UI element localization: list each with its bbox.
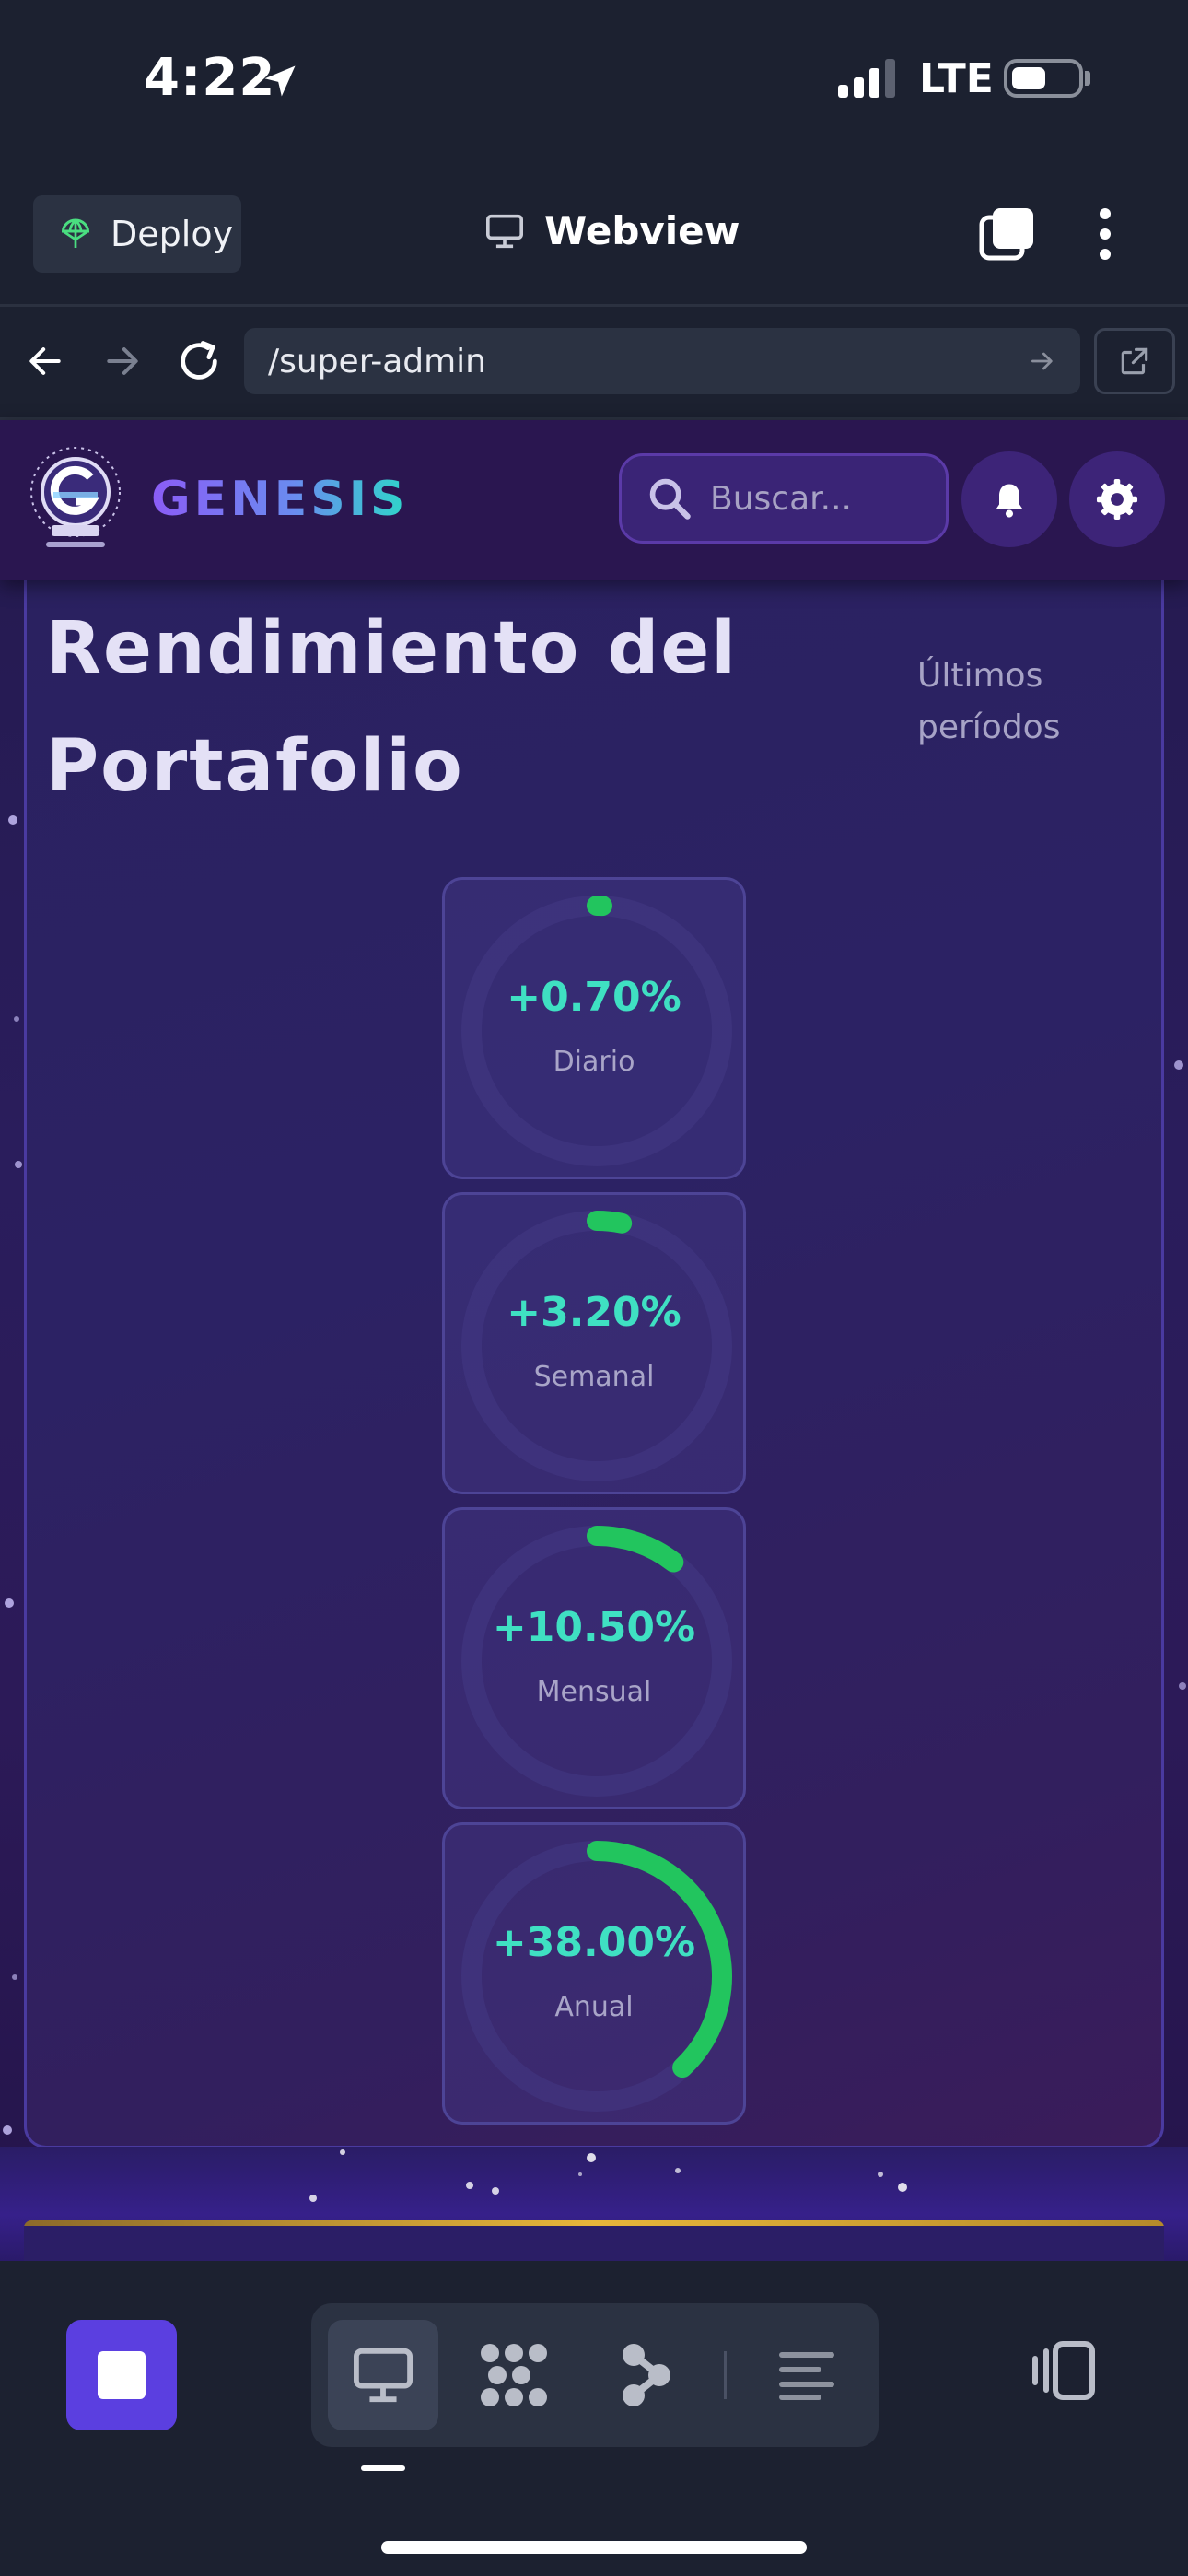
metric-value: +10.50% [492,1604,696,1651]
metric-label: Mensual [536,1676,652,1708]
metric-label: Diario [553,1046,635,1078]
tool-group [311,2303,879,2447]
metric-monthly: +10.50% Mensual [442,1507,746,1809]
deploy-label: Deploy [111,214,234,254]
metric-label: Semanal [533,1361,655,1393]
next-card-border [24,2220,1164,2228]
back-arrow-icon[interactable] [24,341,66,385]
gear-icon [1096,478,1138,521]
monitor-icon [354,2348,413,2403]
stars-background [3,815,1186,2135]
genesis-logo[interactable] [20,440,131,556]
settings-button[interactable] [1069,451,1165,547]
workflow-tool-button[interactable] [591,2320,702,2430]
metric-daily: +0.70% Diario [442,877,746,1179]
workflow-icon [623,2344,670,2406]
url-text: /super-admin [268,343,486,381]
url-input[interactable]: /super-admin [244,328,1080,394]
progress-ring-weekly [461,1211,732,1481]
active-tool-indicator [361,2465,405,2471]
device-preview-icon[interactable] [1030,2340,1098,2405]
battery-icon [1004,59,1083,98]
agent-tool-button[interactable] [459,2320,569,2430]
more-vertical-icon[interactable] [1096,208,1114,263]
card-subtitle: Últimos períodos [917,657,1061,746]
external-link-icon [1121,347,1148,375]
grid-dots-icon [481,2344,547,2406]
progress-ring-monthly [461,1526,732,1797]
monitor-icon [486,214,523,248]
webview-tool-button[interactable] [328,2320,438,2430]
progress-ring-daily [461,895,732,1166]
brand-name[interactable]: GENESIS [151,472,409,527]
search-placeholder: Buscar... [710,479,852,518]
tabs-icon[interactable] [978,206,1037,265]
metric-value: +0.70% [507,974,681,1021]
search-icon [649,478,691,520]
go-arrow-icon[interactable] [1027,346,1058,376]
battery-tip [1085,71,1090,86]
home-indicator [381,2541,807,2554]
console-tool-button[interactable] [751,2320,862,2430]
metric-yearly: +38.00% Anual [442,1822,746,2125]
deploy-button[interactable]: Deploy [33,195,241,273]
signal-icon [838,59,899,103]
lines-icon [779,2352,834,2400]
stop-icon [98,2351,146,2399]
notifications-button[interactable] [961,451,1057,547]
deploy-icon [61,218,90,248]
metric-label: Anual [554,1991,634,2023]
bell-icon [996,484,1023,518]
network-type: LTE [919,55,994,102]
webview-tab[interactable]: Webview [483,208,740,253]
stop-button[interactable] [66,2320,177,2430]
tool-divider [724,2351,727,2399]
status-time: 4:22 [144,48,276,108]
forward-arrow-icon[interactable] [101,341,144,385]
portfolio-performance-card [24,553,1164,2149]
metric-value: +3.20% [507,1289,681,1336]
card-title: Rendimiento del Portafolio [46,607,739,808]
metric-value: +38.00% [492,1919,696,1966]
search-input[interactable]: Buscar... [619,453,949,544]
next-card [24,2226,1164,2261]
webview-label: Webview [544,208,740,253]
metric-weekly: +3.20% Semanal [442,1192,746,1494]
progress-ring-yearly [461,1841,732,2112]
open-external-button[interactable] [1094,328,1175,394]
location-arrow-icon [260,61,300,105]
status-bar [0,0,1188,166]
reload-icon[interactable] [175,337,223,389]
